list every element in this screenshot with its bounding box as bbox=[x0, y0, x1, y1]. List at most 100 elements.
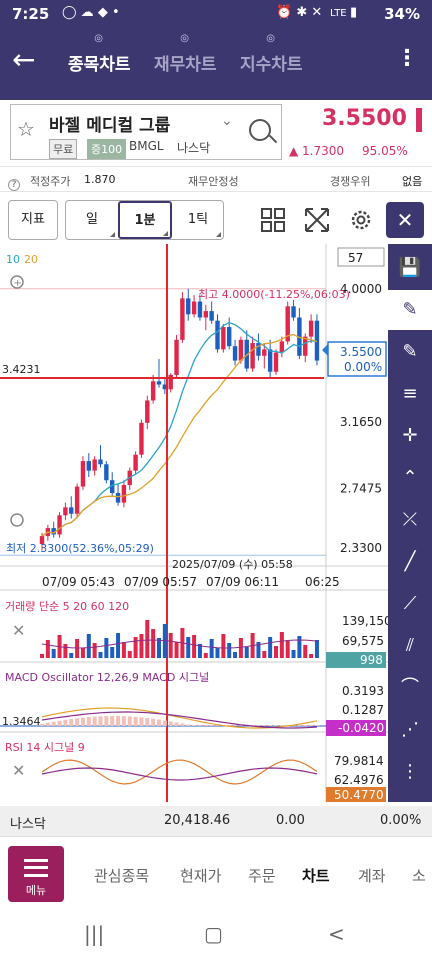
recent-apps-icon[interactable]: ||| bbox=[84, 922, 105, 946]
macd-bar bbox=[98, 716, 103, 726]
volume-ma-line bbox=[41, 639, 317, 649]
volume-bar bbox=[197, 644, 202, 658]
macd-bar bbox=[86, 717, 91, 726]
period-1min[interactable]: 1분 bbox=[118, 201, 172, 239]
trend-point-icon[interactable]: ⌃ bbox=[402, 467, 418, 488]
layout-grid-icon[interactable] bbox=[260, 207, 286, 233]
chart-area[interactable]: 10 20 57 + 4.0000 3.1650 2.7475 2.3300 최고 4.0000… bbox=[0, 244, 388, 802]
nav-order[interactable]: 주문 bbox=[248, 867, 276, 885]
volume-bar bbox=[63, 644, 68, 658]
macd-bar bbox=[40, 723, 44, 726]
cross-line-icon[interactable]: ⤫ bbox=[402, 509, 418, 530]
macd-bar bbox=[233, 725, 238, 726]
volume-bar bbox=[262, 651, 267, 658]
drawing-tools-icon[interactable]: ✕ bbox=[386, 202, 424, 238]
candle-body bbox=[39, 536, 45, 545]
macd-tick: 0.1287 bbox=[342, 703, 384, 717]
volume-bar bbox=[233, 652, 238, 658]
channel-icon[interactable]: ⫽ bbox=[405, 635, 415, 656]
macd-bar bbox=[309, 725, 314, 726]
indicator-button[interactable]: 지표 bbox=[8, 200, 58, 240]
candle-body bbox=[203, 311, 208, 318]
eraser-icon[interactable]: ✎ bbox=[388, 290, 432, 330]
candle-body bbox=[273, 352, 279, 372]
volume-bar bbox=[40, 654, 44, 658]
volume-bar bbox=[168, 633, 173, 658]
macd-bar bbox=[180, 723, 185, 726]
fan-icon[interactable]: ⋰ bbox=[401, 719, 419, 740]
erase-all-icon[interactable]: ✎ bbox=[402, 341, 418, 362]
macd-bar bbox=[256, 725, 261, 726]
price-tick: 2.7475 bbox=[340, 482, 382, 496]
trend-line-icon[interactable]: ╱ bbox=[404, 551, 416, 572]
nav-chart[interactable]: 차트 bbox=[302, 867, 330, 885]
volume-bar bbox=[279, 632, 284, 658]
close-rsi-icon: ✕ bbox=[12, 761, 25, 780]
index-bar[interactable]: 나스닥 20,418.46 0.00 0.00% bbox=[0, 806, 432, 836]
stability-label: 재무안정성 bbox=[188, 175, 239, 188]
volume-bar bbox=[121, 642, 126, 658]
rsi-current: 50.4770 bbox=[334, 788, 384, 802]
tab-financial-chart[interactable]: ◎ 재무차트 bbox=[154, 33, 217, 75]
back-arrow-icon[interactable]: ← bbox=[12, 43, 36, 76]
tab-index-chart[interactable]: ◎ 지수차트 bbox=[240, 33, 303, 75]
arc-icon[interactable]: ⌒ bbox=[401, 677, 419, 698]
candle-body bbox=[57, 515, 62, 535]
price-bar bbox=[416, 108, 422, 132]
candle-body bbox=[139, 422, 144, 455]
valuation-row: ? 적정주가 1.870 재무안정성 경쟁우위 없음 bbox=[0, 166, 432, 192]
candle-body bbox=[86, 461, 91, 471]
period-day[interactable]: 일 bbox=[66, 201, 118, 239]
macd-bar bbox=[121, 716, 126, 726]
tab-indicator-icon: ◎ bbox=[180, 33, 190, 44]
search-icon[interactable] bbox=[249, 119, 271, 141]
menu-button[interactable]: 메뉴 bbox=[8, 846, 64, 902]
rsi-current-tag bbox=[326, 787, 386, 802]
fullscreen-icon[interactable] bbox=[304, 207, 330, 233]
network-label: LTE bbox=[330, 8, 347, 19]
volume-bar bbox=[139, 634, 144, 658]
crosshair-time: 2025/07/09 (수) 05:58 bbox=[172, 558, 293, 571]
candle-body bbox=[232, 346, 238, 361]
macd-current-tag bbox=[326, 720, 386, 736]
candle-body bbox=[314, 320, 320, 361]
fibonacci-icon[interactable]: ≡ bbox=[402, 383, 418, 404]
ray-line-icon[interactable]: ⟋ bbox=[403, 593, 417, 614]
back-icon[interactable]: < bbox=[328, 922, 345, 946]
nav-more[interactable]: 소 bbox=[412, 867, 426, 885]
crosshair-icon[interactable]: ✛ bbox=[402, 425, 418, 446]
macd-bar bbox=[209, 725, 214, 726]
nav-quote[interactable]: 현재가 bbox=[180, 867, 222, 885]
volume-bar bbox=[238, 638, 243, 658]
visible-count: 57 bbox=[348, 251, 363, 265]
volume-bar bbox=[157, 638, 161, 658]
stock-selector[interactable]: ☆ 바젤 메디컬 그룹 ⌄ 무료 증100 BMGL 나스닥 bbox=[10, 104, 282, 160]
levels-icon[interactable]: ⋮ bbox=[401, 761, 419, 782]
signal-icon: ▮ bbox=[350, 5, 358, 20]
home-icon[interactable]: ▢ bbox=[204, 922, 223, 946]
candle-body bbox=[244, 339, 249, 369]
nav-account[interactable]: 계좌 bbox=[358, 867, 386, 885]
favorite-star-icon[interactable]: ☆ bbox=[17, 117, 35, 141]
volume-bar bbox=[285, 641, 290, 658]
macd-bar bbox=[279, 725, 284, 726]
chevron-down-icon[interactable]: ⌄ bbox=[221, 113, 233, 129]
tab-stock-chart[interactable]: ◎ 종목차트 bbox=[68, 33, 131, 75]
save-icon[interactable]: 💾 bbox=[398, 257, 422, 278]
volume-bar bbox=[221, 634, 226, 658]
period-1tick[interactable]: 1틱 bbox=[172, 201, 224, 239]
macd-current: -0.0420 bbox=[338, 721, 384, 735]
candle-body bbox=[69, 507, 74, 514]
volume-bar bbox=[192, 635, 197, 658]
volume-bar bbox=[309, 654, 314, 658]
nav-watchlist[interactable]: 관심종목 bbox=[94, 867, 150, 885]
candle-body bbox=[104, 464, 109, 481]
candle-body bbox=[115, 492, 121, 503]
volume-bar bbox=[151, 629, 156, 658]
more-menu-icon[interactable]: ⋮ bbox=[396, 46, 418, 71]
settings-gear-icon[interactable] bbox=[348, 207, 374, 233]
index-pct: 0.00% bbox=[380, 813, 422, 828]
period-selector: 일 1분 1틱 bbox=[65, 200, 224, 240]
hamburger-icon bbox=[24, 859, 48, 877]
